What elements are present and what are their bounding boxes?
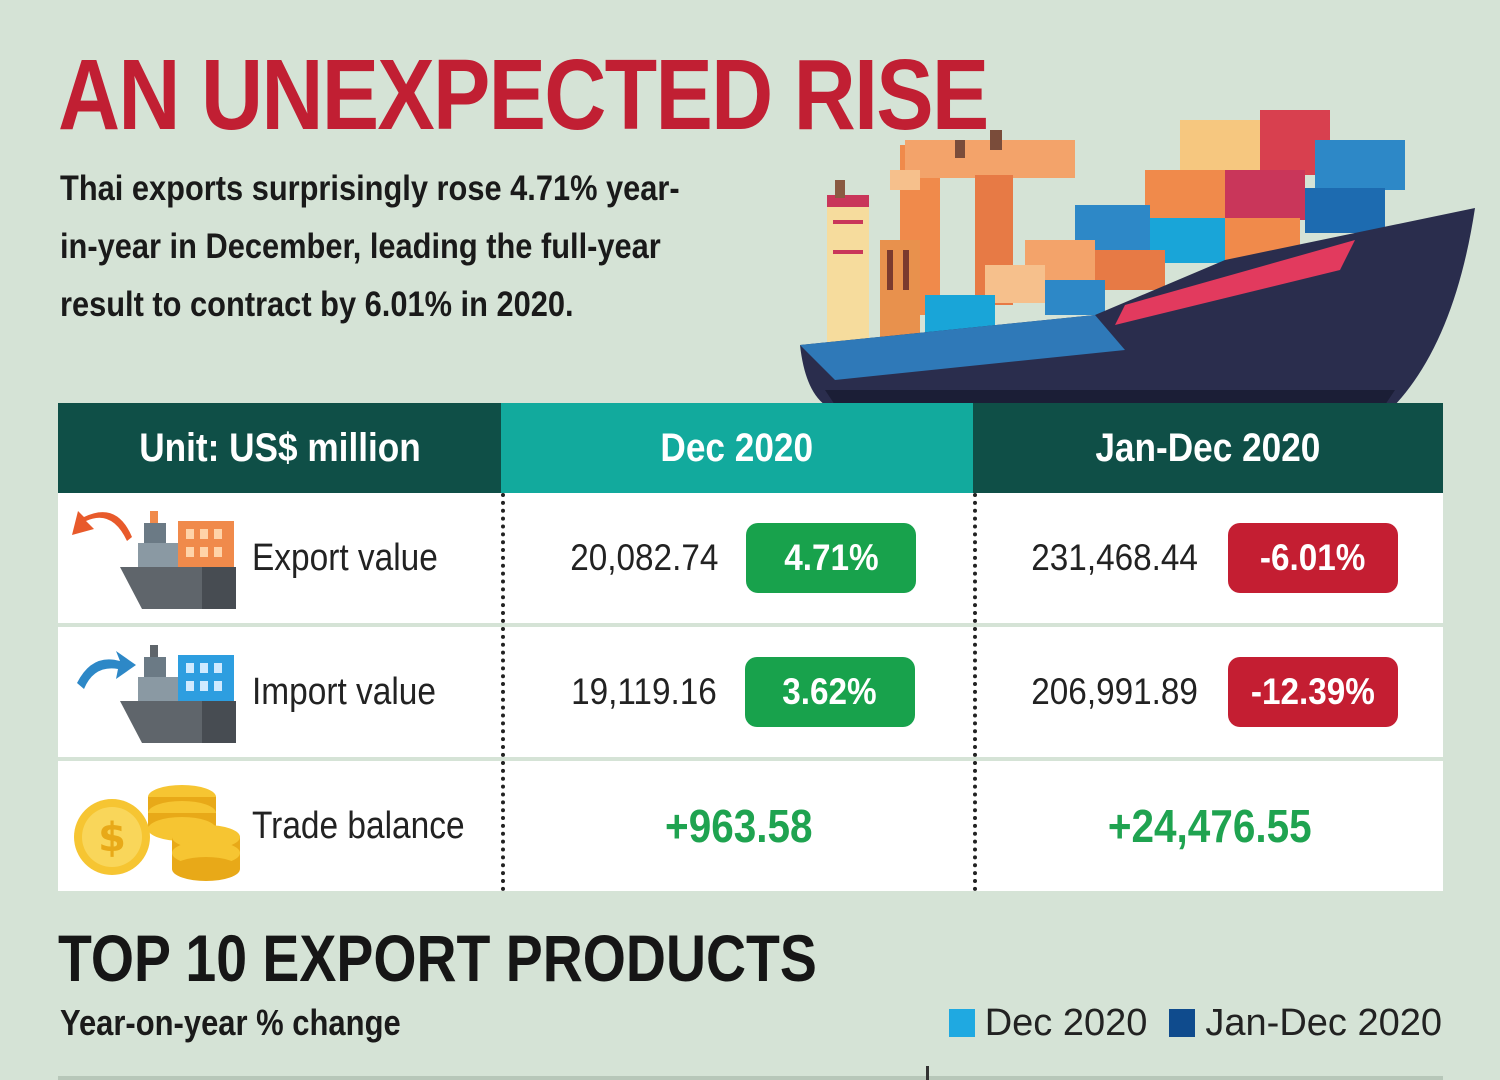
value-dec-export: 20,082.74 <box>569 537 719 578</box>
row-label-cell: Export value <box>58 493 501 623</box>
table-row-export: Export value 20,082.74 4.71% 231,468.44 … <box>58 493 1443 623</box>
badge-text: 4.71% <box>784 537 879 578</box>
import-ship-icon <box>77 645 236 743</box>
cell-year-export: 231,468.44 -6.01% <box>973 493 1443 623</box>
trade-table: Unit: US$ million Dec 2020 Jan-Dec 2020 <box>58 403 1443 891</box>
table-header: Unit: US$ million Dec 2020 Jan-Dec 2020 <box>58 403 1443 493</box>
badge-year-import-change: -12.39% <box>1227 657 1398 727</box>
headline: AN UNEXPECTED RISE <box>58 39 989 151</box>
badge-dec-export-change: 4.71% <box>746 523 917 593</box>
row-label-cell: $ Trade balance <box>58 761 501 891</box>
gold-coins-icon: $ <box>74 785 240 881</box>
svg-text:$: $ <box>98 815 126 861</box>
table-row-import: Import value 19,119.16 3.62% 206,991.89 … <box>58 627 1443 757</box>
value-dec-import: 19,119.16 <box>571 671 717 712</box>
value-year-import: 206,991.89 <box>1031 671 1199 712</box>
export-ship-icon <box>72 511 236 609</box>
cell-year-balance: +24,476.55 <box>973 761 1443 891</box>
badge-dec-import-change: 3.62% <box>744 657 915 727</box>
header-jan-dec-2020: Jan-Dec 2020 <box>973 403 1443 493</box>
subtitle: Thai exports surprisingly rose 4.71% yea… <box>60 169 680 324</box>
cell-year-import: 206,991.89 -12.39% <box>973 627 1443 757</box>
value-year-balance: +24,476.55 <box>1108 800 1312 852</box>
row-label-trade-balance: Trade balance <box>252 804 465 847</box>
row-label-import: Import value <box>252 670 437 713</box>
row-label-export: Export value <box>252 536 438 579</box>
section-title: TOP 10 EXPORT PRODUCTS <box>58 921 817 995</box>
value-year-export: 231,468.44 <box>1031 537 1199 578</box>
cargo-ship-illustration <box>800 110 1475 405</box>
section-subtitle: Year-on-year % change <box>60 1002 401 1043</box>
cell-dec-export: 20,082.74 4.71% <box>501 493 973 623</box>
legend-swatch <box>1169 1009 1196 1037</box>
legend-label: Dec 2020 <box>984 1001 1148 1044</box>
badge-text: 3.62% <box>782 671 878 712</box>
header-unit-label: Unit: US$ million <box>138 425 421 470</box>
chart-legend: Dec 2020 Jan-Dec 2020 <box>927 998 1442 1048</box>
header-year-label: Jan-Dec 2020 <box>1095 425 1321 470</box>
cell-dec-balance: +963.58 <box>501 761 973 891</box>
badge-text: -12.39% <box>1250 671 1375 712</box>
badge-year-export-change: -6.01% <box>1227 523 1398 593</box>
legend-item-jan-dec-2020: Jan-Dec 2020 <box>1169 1002 1442 1045</box>
legend-swatch <box>948 1009 975 1037</box>
cell-dec-import: 19,119.16 3.62% <box>501 627 973 757</box>
legend-item-dec-2020: Dec 2020 <box>948 1001 1148 1045</box>
chart-axis-tick <box>926 1066 929 1080</box>
chart-top-rule <box>58 1076 1443 1080</box>
table-row-trade-balance: $ Trade balance +963.58 +24,476.55 <box>58 761 1443 891</box>
legend-label: Jan-Dec 2020 <box>1205 1001 1442 1044</box>
header-unit: Unit: US$ million <box>58 403 501 493</box>
value-dec-balance: +963.58 <box>665 800 813 852</box>
header-dec-2020: Dec 2020 <box>501 403 973 493</box>
header-dec-label: Dec 2020 <box>660 425 814 470</box>
row-label-cell: Import value <box>58 627 501 757</box>
badge-text: -6.01% <box>1259 537 1366 578</box>
